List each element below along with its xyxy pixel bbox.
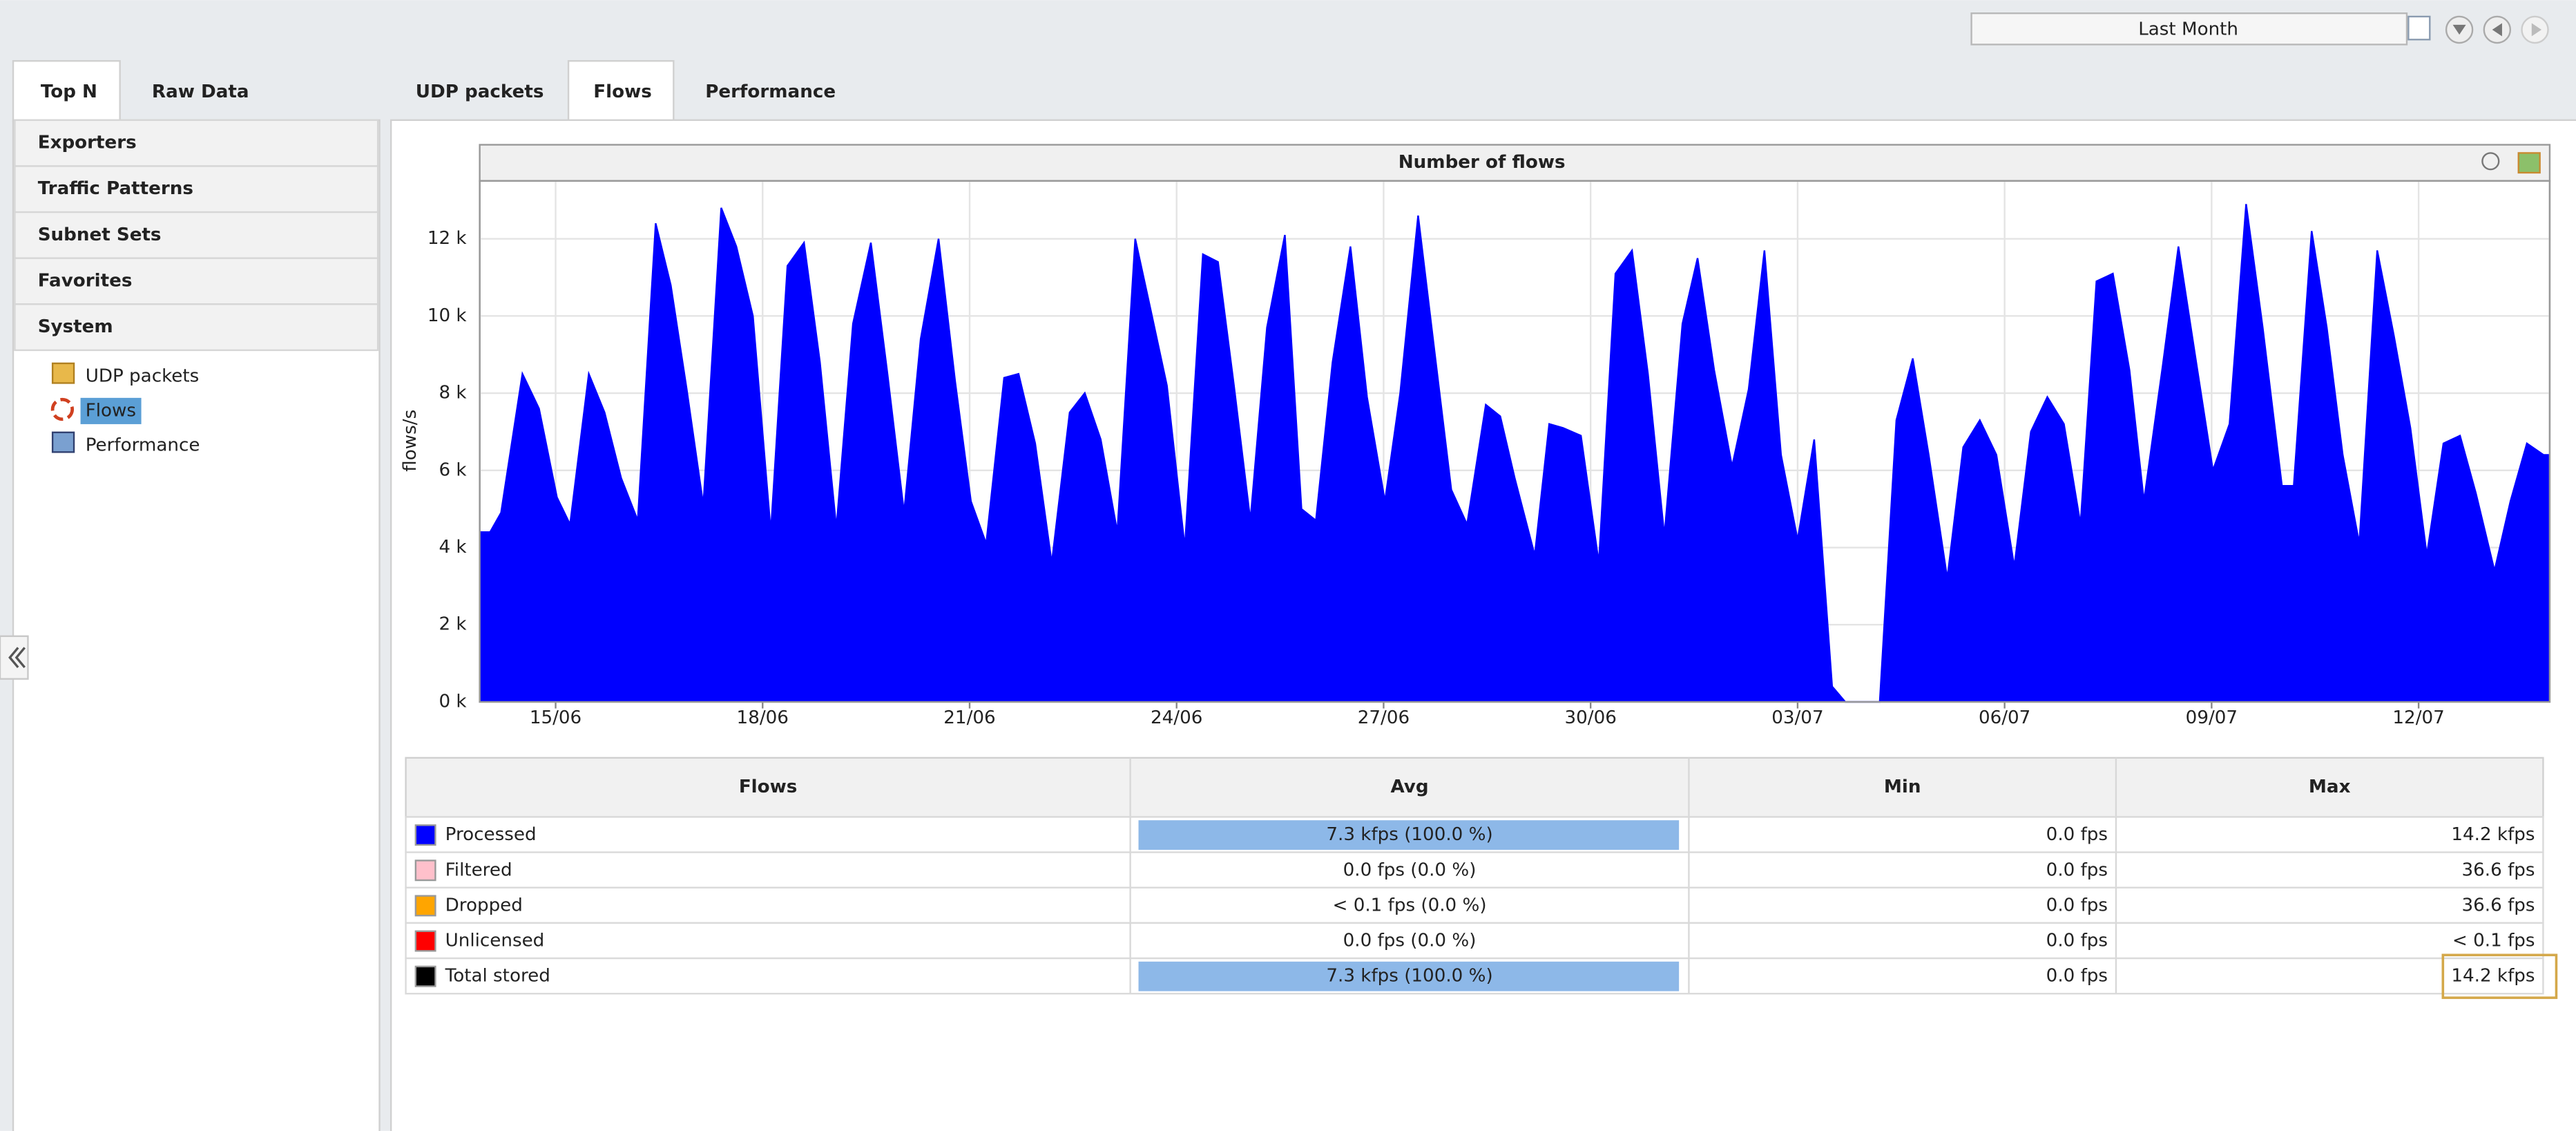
min-cell: 0.0 fps [2046,931,2108,951]
color-swatch [414,965,436,987]
avg-cell: < 0.1 fps (0.0 %) [1332,895,1486,915]
table-header-bg [405,757,2544,818]
row-name: Dropped [445,895,523,915]
min-cell: 0.0 fps [2046,966,2108,987]
date-range-text: Last Month [2138,19,2238,40]
min-cell: 0.0 fps [2046,895,2108,915]
min-cell: 0.0 fps [2046,859,2108,880]
max-cell: 36.6 fps [2462,859,2535,880]
avg-cell: 0.0 fps (0.0 %) [1343,859,1477,880]
y-tick-label: 6 k [439,459,467,480]
tab[interactable]: Top N [41,82,97,102]
sidebar-item[interactable]: Flows [86,400,136,421]
color-swatch [414,824,436,846]
section-title[interactable]: Subnet Sets [38,225,162,245]
x-tick-label: 12/07 [2392,707,2444,728]
section-header[interactable] [14,257,379,305]
chart-title: Number of flows [1398,152,1566,173]
sidebar-sections: Exporters Traffic Patterns Subnet Sets Favo… [14,119,379,352]
tab[interactable]: Raw Data [152,82,249,102]
tab-active[interactable] [12,60,121,123]
calendar-icon[interactable] [2407,15,2431,41]
sidebar-item[interactable]: Performance [86,435,200,455]
x-tick-label: 15/06 [530,707,581,728]
y-tick-label: 4 k [439,537,467,558]
y-tick-label: 8 k [439,383,467,403]
tab[interactable]: Performance [705,82,836,102]
date-range-select[interactable] [1970,12,2408,46]
avg-cell: 7.3 kfps (100.0 %) [1326,966,1492,987]
x-tick-label: 24/06 [1151,707,1202,728]
table-header: Avg [1390,777,1428,797]
row-name: Filtered [445,859,512,880]
plot-border [479,180,2551,703]
area-line [479,204,2550,703]
sidebar-items: UDP packets Flows Performance [86,365,200,455]
tab[interactable]: UDP packets [416,82,544,102]
avg-cell: 7.3 kfps (100.0 %) [1326,824,1492,845]
y-tick-label: 2 k [439,614,467,635]
color-swatch [414,895,436,917]
y-tick-label: 12 k [427,228,468,249]
x-tick-label: 09/07 [2186,707,2238,728]
table-header: Min [1884,777,1921,797]
flows-icon [50,397,75,421]
max-cell: 36.6 fps [2462,895,2535,915]
udp-icon [51,362,75,384]
collapse-button[interactable] [0,635,29,680]
table-row [405,886,2544,924]
area-fill [479,204,2550,702]
min-cell: 0.0 fps [2046,824,2108,845]
sidebar-item[interactable]: UDP packets [86,365,200,386]
x-tick-label: 03/07 [1771,707,1823,728]
section-title[interactable]: Traffic Patterns [38,178,193,199]
y-tick-label: 0 k [439,691,467,712]
share-bar [1138,961,1680,991]
section-title[interactable]: System [38,316,113,337]
y-tick-label: 10 k [427,305,468,326]
section-header[interactable] [14,303,379,352]
stats-table: Flows Avg Min Max Processed 7.3 kfps (100.0 %… [405,757,2558,999]
row-name: Unlicensed [445,931,545,951]
share-bar [1138,820,1680,850]
table-header: Max [2309,777,2351,797]
section-title[interactable]: Exporters [38,133,137,153]
max-cell: 14.2 kfps [2451,966,2535,987]
export-icon[interactable] [2517,152,2541,174]
table-row [405,851,2544,888]
section-header[interactable] [14,165,379,213]
max-cell: < 0.1 fps [2452,931,2535,951]
y-axis-label: flows/s [400,410,421,472]
x-tick-label: 21/06 [943,707,995,728]
performance-icon [51,431,75,453]
nav-down-icon [2452,24,2466,35]
row-name: Processed [445,824,537,845]
x-tick-label: 27/06 [1358,707,1410,728]
color-swatch [414,930,436,952]
selected-item [80,397,142,424]
tab-active[interactable] [567,60,675,123]
highlight-box [2441,953,2558,999]
collapse-icon [8,647,26,669]
max-cell: 14.2 kfps [2451,824,2535,845]
x-tick-label: 18/06 [737,707,789,728]
row-name: Total stored [445,966,550,987]
table-row [405,922,2544,960]
avg-cell: 0.0 fps (0.0 %) [1343,931,1477,951]
section-header[interactable] [14,119,379,167]
section-title[interactable]: Favorites [38,270,133,291]
x-tick-label: 06/07 [1979,707,2030,728]
nav-next-icon [2531,23,2542,37]
zoom-icon[interactable] [2481,152,2500,171]
tab[interactable]: Flows [593,82,652,102]
x-tick-label: 30/06 [1564,707,1616,728]
table-header: Flows [739,777,798,797]
nav-prev-icon [2492,23,2502,37]
color-swatch [414,859,436,882]
